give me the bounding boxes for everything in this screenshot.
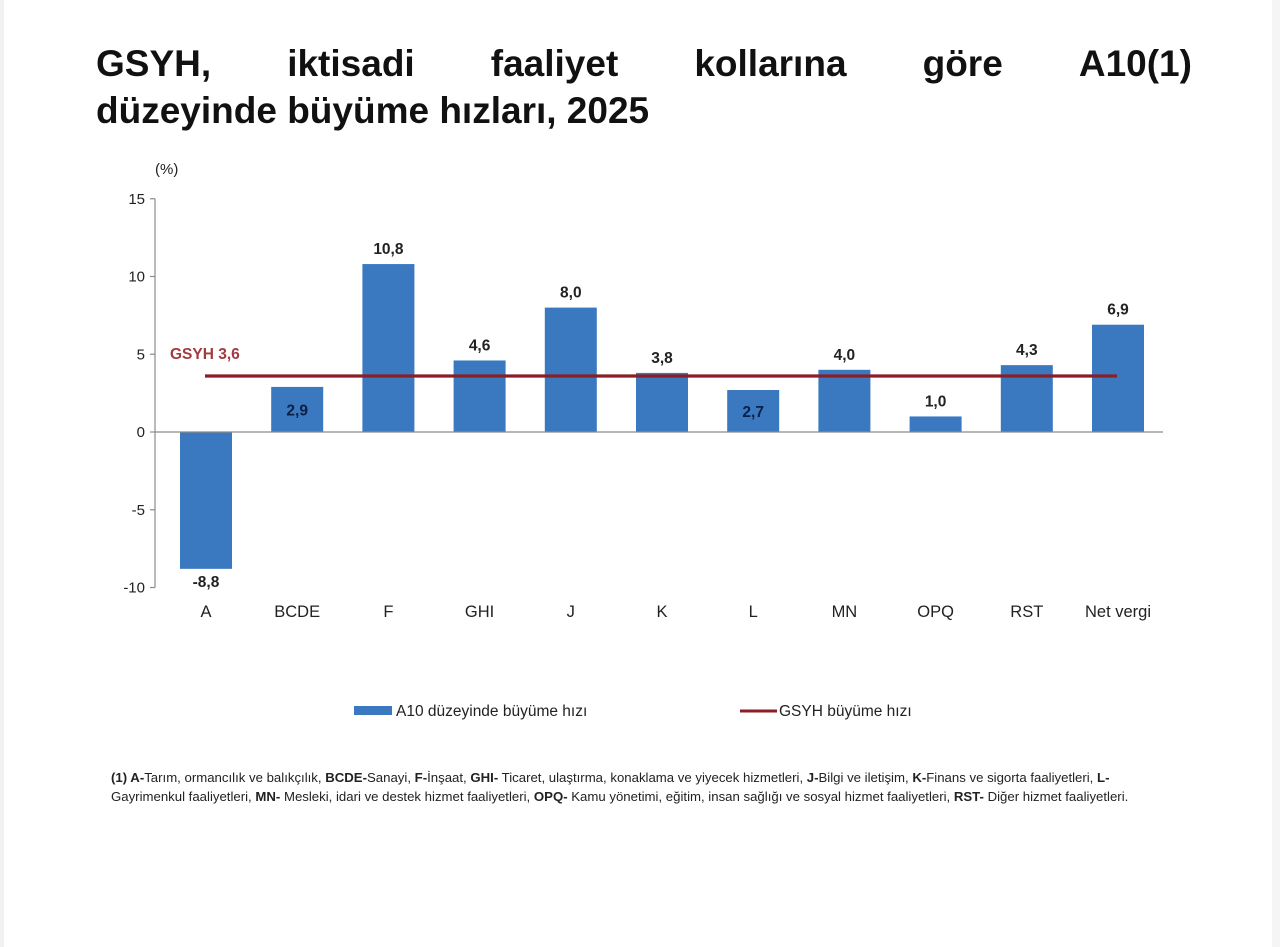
footnote-code: BCDE- [325,770,367,785]
footnote-code: GHI- [470,770,499,785]
bar-value-label: -8,8 [193,574,220,591]
footnote-code: (1) A- [111,770,145,785]
footnote-description: Kamu yönetimi, eğitim, insan sağlığı ve … [567,789,954,804]
category-label: GHI [465,603,494,621]
chart-title: GSYH, iktisadi faaliyet kollarına göre A… [96,40,1192,134]
footnote-description: Tarım, ormancılık ve balıkçılık, [144,770,326,785]
bar-value-label: 1,0 [925,393,947,410]
bar-ghi [453,360,506,432]
bar-value-label: 6,9 [1107,302,1129,319]
legend-bar-label: A10 düzeyinde büyüme hızı [396,703,587,720]
bar-k [636,372,688,432]
bar-value-label: 10,8 [373,241,404,258]
footnote: (1) A-Tarım, ormancılık ve balıkçılık, B… [111,768,1181,806]
bar-f [362,264,415,432]
category-label: Net vergi [1085,603,1151,621]
footnote-code: F- [414,770,428,785]
footnote-description: Mesleki, idari ve destek hizmet faaliyet… [280,789,534,804]
title-word: iktisadi [287,43,415,84]
category-label: MN [832,603,858,621]
bar-a [180,432,232,569]
footnote-description: İnşaat, [427,770,471,785]
bars [180,264,1144,569]
page-edge-right [1272,0,1280,947]
title-word: göre [922,43,1003,84]
chart-title-line2: düzeyinde büyüme hızları, 2025 [96,90,650,131]
y-tick-label: 10 [128,269,145,286]
title-word: faaliyet [490,43,619,84]
footnote-code: J- [806,770,819,785]
footnote-code: L- [1097,770,1110,785]
y-tick-label: 15 [128,191,145,208]
bar-mn [818,369,871,432]
title-word: A10(1) [1078,43,1192,84]
y-tick-label: -5 [132,502,145,519]
y-axis: 15 10 5 0 -5 -10 [123,191,156,597]
gsyh-annotation: GSYH 3,6 [170,346,240,363]
page-edge-left [0,0,4,947]
bar-opq [909,416,962,432]
footnote-code: OPQ- [533,789,568,804]
bar-l [727,390,780,432]
footnote-code: RST- [953,789,984,804]
category-label: A [200,603,211,621]
category-label: K [656,603,667,621]
bar-value-label: 4,3 [1016,342,1038,359]
title-word: GSYH, [96,43,212,84]
chart-area: (%) 15 10 5 0 -5 -10 GSYH 3,6 -8,8 2,9 10,8 4,6 8… [123,161,1163,720]
bar-value-label: 2,7 [742,404,764,421]
bar-value-label: 2,9 [286,402,308,419]
bar-value-label: 3,8 [651,350,673,367]
bar-value-label: 4,0 [834,347,856,364]
footnote-description: Gayrimenkul faaliyetleri, [111,789,256,804]
category-label: BCDE [274,603,320,621]
category-label: OPQ [917,603,954,621]
footnote-description: Bilgi ve iletişim, [818,770,913,785]
chart-title-line1: GSYH, iktisadi faaliyet kollarına göre A… [96,40,1192,87]
y-tick-label: -10 [123,580,145,597]
bar-value-labels: -8,8 2,9 10,8 4,6 8,0 3,8 2,7 4,0 1,0 4,3 6,9 [193,241,1130,591]
bar-bcde [271,386,324,432]
y-axis-unit-label: (%) [155,161,178,178]
bar-j [544,307,597,432]
footnote-description: Sanayi, [367,770,415,785]
footnote-code: K- [912,770,927,785]
footnote-description: Diğer hizmet faaliyetleri. [983,789,1129,804]
legend-bar-swatch [354,706,392,715]
category-label: J [567,603,575,621]
footnote-description: Finans ve sigorta faaliyetleri, [926,770,1098,785]
gsyh-reference-line: GSYH 3,6 [170,346,1117,378]
category-label: L [749,603,758,621]
footnote-description: Ticaret, ulaştırma, konaklama ve yiyecek… [498,770,807,785]
y-tick-label: 5 [137,346,145,363]
legend: A10 düzeyinde büyüme hızı GSYH büyüme hı… [354,703,912,720]
bar-value-label: 4,6 [469,337,491,354]
title-word: kollarına [694,43,847,84]
footnote-code: MN- [255,789,281,804]
category-label: F [383,603,393,621]
bar-value-label: 8,0 [560,285,582,302]
category-label: RST [1010,603,1043,621]
bar-net-vergi [1092,324,1144,432]
legend-line-label: GSYH büyüme hızı [779,703,912,720]
y-tick-label: 0 [137,424,145,441]
category-labels: A BCDE F GHI J K L MN OPQ RST Net vergi [200,603,1151,621]
